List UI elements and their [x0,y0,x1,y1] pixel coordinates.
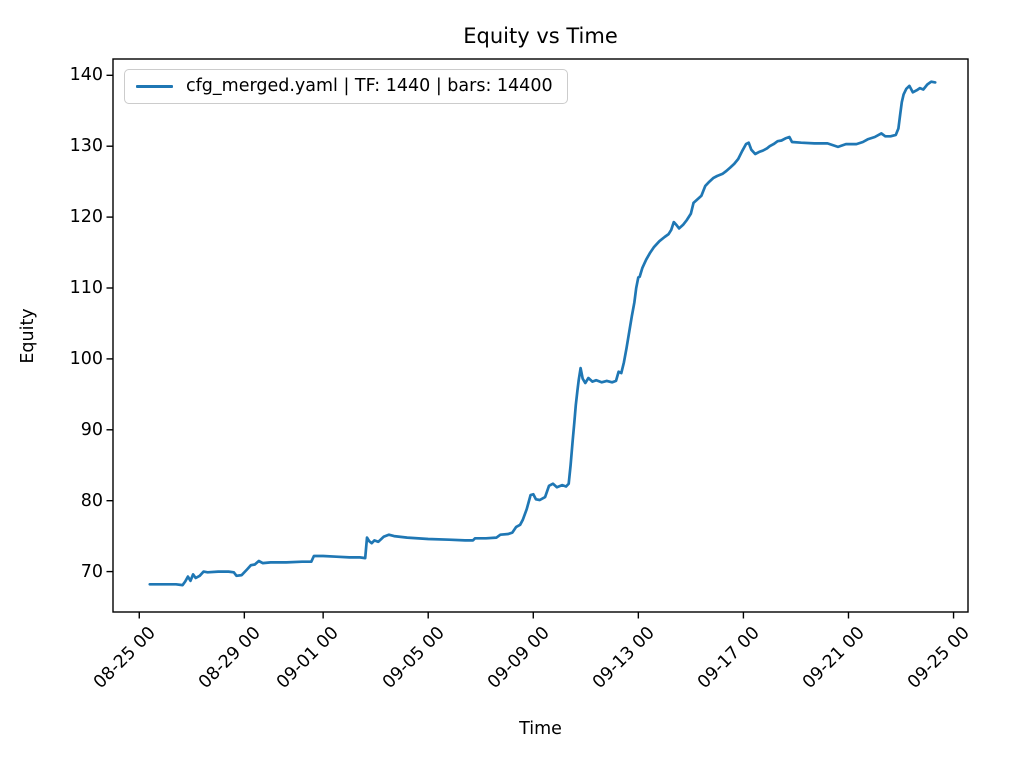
plot-frame [112,58,969,613]
equity-line [148,80,937,587]
chart-title: Equity vs Time [463,24,618,48]
y-tick-label: 120 [69,207,103,228]
y-tick-label: 90 [80,419,103,440]
legend: cfg_merged.yaml | TF: 1440 | bars: 14400 [124,69,568,104]
y-tick-label: 140 [69,65,103,86]
y-tick-label: 70 [80,561,103,582]
y-tick-label: 80 [80,490,103,511]
y-tick-label: 130 [69,136,103,157]
legend-entry-label: cfg_merged.yaml | TF: 1440 | bars: 14400 [186,76,553,96]
y-tick-label: 110 [69,277,103,298]
y-tick-label: 100 [69,348,103,369]
legend-line-sample-icon [136,84,173,88]
x-axis-label: Time [519,719,562,739]
y-axis-label: Equity [18,308,38,364]
axis-ticks [106,74,955,619]
